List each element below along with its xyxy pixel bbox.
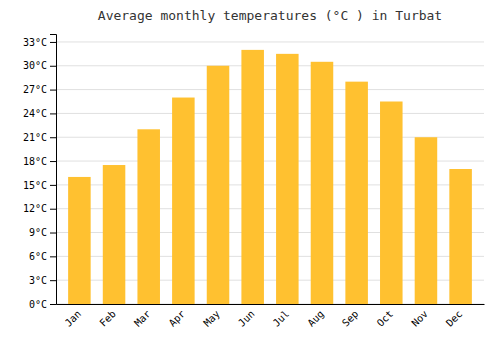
x-tick-label: Aug xyxy=(305,308,326,329)
y-tick-label: 9°C xyxy=(29,227,47,238)
bar xyxy=(68,177,91,304)
y-tick: 27°C xyxy=(23,84,56,95)
bar xyxy=(380,102,403,305)
y-tick-label: 3°C xyxy=(29,275,47,286)
x-tick: Aug xyxy=(305,308,326,329)
x-tick: Dec xyxy=(444,308,465,329)
x-tick: Feb xyxy=(97,308,118,329)
y-tick: 15°C xyxy=(23,180,56,191)
y-tick: 6°C xyxy=(29,251,56,262)
y-axis-line xyxy=(50,35,57,305)
grid-line xyxy=(56,113,484,114)
x-tick: Oct xyxy=(375,308,396,329)
y-tick-mark xyxy=(50,256,56,257)
y-tick-mark xyxy=(50,42,56,43)
y-tick: 21°C xyxy=(23,132,56,143)
bar xyxy=(345,82,368,304)
y-tick-mark xyxy=(50,161,56,162)
x-tick-label: Apr xyxy=(167,308,188,329)
bar xyxy=(207,66,230,304)
x-tick-label: Mar xyxy=(132,308,153,329)
x-tick: Mar xyxy=(132,308,153,329)
y-tick-label: 24°C xyxy=(23,108,47,119)
x-tick: May xyxy=(201,308,222,329)
y-tick-mark xyxy=(50,304,56,305)
bar xyxy=(311,62,334,304)
x-tick: Apr xyxy=(167,308,188,329)
y-tick-mark xyxy=(50,137,56,138)
y-tick-label: 30°C xyxy=(23,60,47,71)
y-tick-label: 6°C xyxy=(29,251,47,262)
y-tick: 9°C xyxy=(29,227,56,238)
bar xyxy=(415,137,438,304)
x-tick: Nov xyxy=(409,308,430,329)
y-tick-label: 0°C xyxy=(29,299,47,310)
x-tick-label: Nov xyxy=(409,308,430,329)
y-tick-mark xyxy=(50,280,56,281)
y-tick-label: 12°C xyxy=(23,203,47,214)
y-tick-mark xyxy=(50,209,56,210)
x-tick: Jul xyxy=(271,308,292,329)
x-tick: Jan xyxy=(63,308,84,329)
y-tick: 18°C xyxy=(23,156,56,167)
bars xyxy=(68,50,472,304)
x-tick-label: Jan xyxy=(63,308,84,329)
grid xyxy=(56,42,484,304)
y-axis: 0°C 3°C 6°C 9°C 12°C 15°C 18°C 21°C 24°C 27°C 30°C… xyxy=(23,35,57,310)
chart: 0°C 3°C 6°C 9°C 12°C 15°C 18°C 21°C 24°C 27°C 30°C… xyxy=(0,0,500,350)
y-tick-mark xyxy=(50,233,56,234)
grid-line xyxy=(56,89,484,90)
x-tick-label: Feb xyxy=(97,308,118,329)
title: Average monthly temperatures (°C ) in Tu… xyxy=(98,8,442,23)
x-tick-label: Oct xyxy=(375,308,396,329)
y-tick-mark xyxy=(50,113,56,114)
grid-line xyxy=(56,41,484,42)
x-tick-label: Jun xyxy=(236,308,257,329)
y-tick: 24°C xyxy=(23,108,56,119)
bar xyxy=(449,169,472,304)
grid-line xyxy=(56,65,484,66)
x-tick: Sep xyxy=(340,308,361,329)
y-tick: 3°C xyxy=(29,275,56,286)
x-axis: Jan Feb Mar Apr May Jun Jul Aug Sep Oct Nov Dec xyxy=(57,305,485,329)
y-tick: 12°C xyxy=(23,203,56,214)
x-tick-label: Jul xyxy=(271,308,292,329)
y-tick-mark xyxy=(50,90,56,91)
y-tick-mark xyxy=(50,66,56,67)
x-tick-label: May xyxy=(201,308,222,329)
y-tick-label: 18°C xyxy=(23,156,47,167)
bar xyxy=(137,129,160,304)
x-tick-label: Sep xyxy=(340,308,361,329)
y-tick: 33°C xyxy=(23,37,56,48)
y-tick-mark xyxy=(50,185,56,186)
bar xyxy=(103,165,126,304)
x-tick: Jun xyxy=(236,308,257,329)
y-tick-label: 15°C xyxy=(23,180,47,191)
y-tick-label: 21°C xyxy=(23,132,47,143)
y-tick-label: 27°C xyxy=(23,84,47,95)
y-tick: 0°C xyxy=(29,299,56,310)
y-tick: 30°C xyxy=(23,60,56,71)
y-tick-label: 33°C xyxy=(23,37,47,48)
bar xyxy=(276,54,299,304)
plot: 0°C 3°C 6°C 9°C 12°C 15°C 18°C 21°C 24°C 27°C 30°C… xyxy=(23,35,485,329)
x-axis-line xyxy=(57,304,485,305)
bar xyxy=(172,98,195,304)
bar xyxy=(241,50,264,304)
x-tick-label: Dec xyxy=(444,308,465,329)
